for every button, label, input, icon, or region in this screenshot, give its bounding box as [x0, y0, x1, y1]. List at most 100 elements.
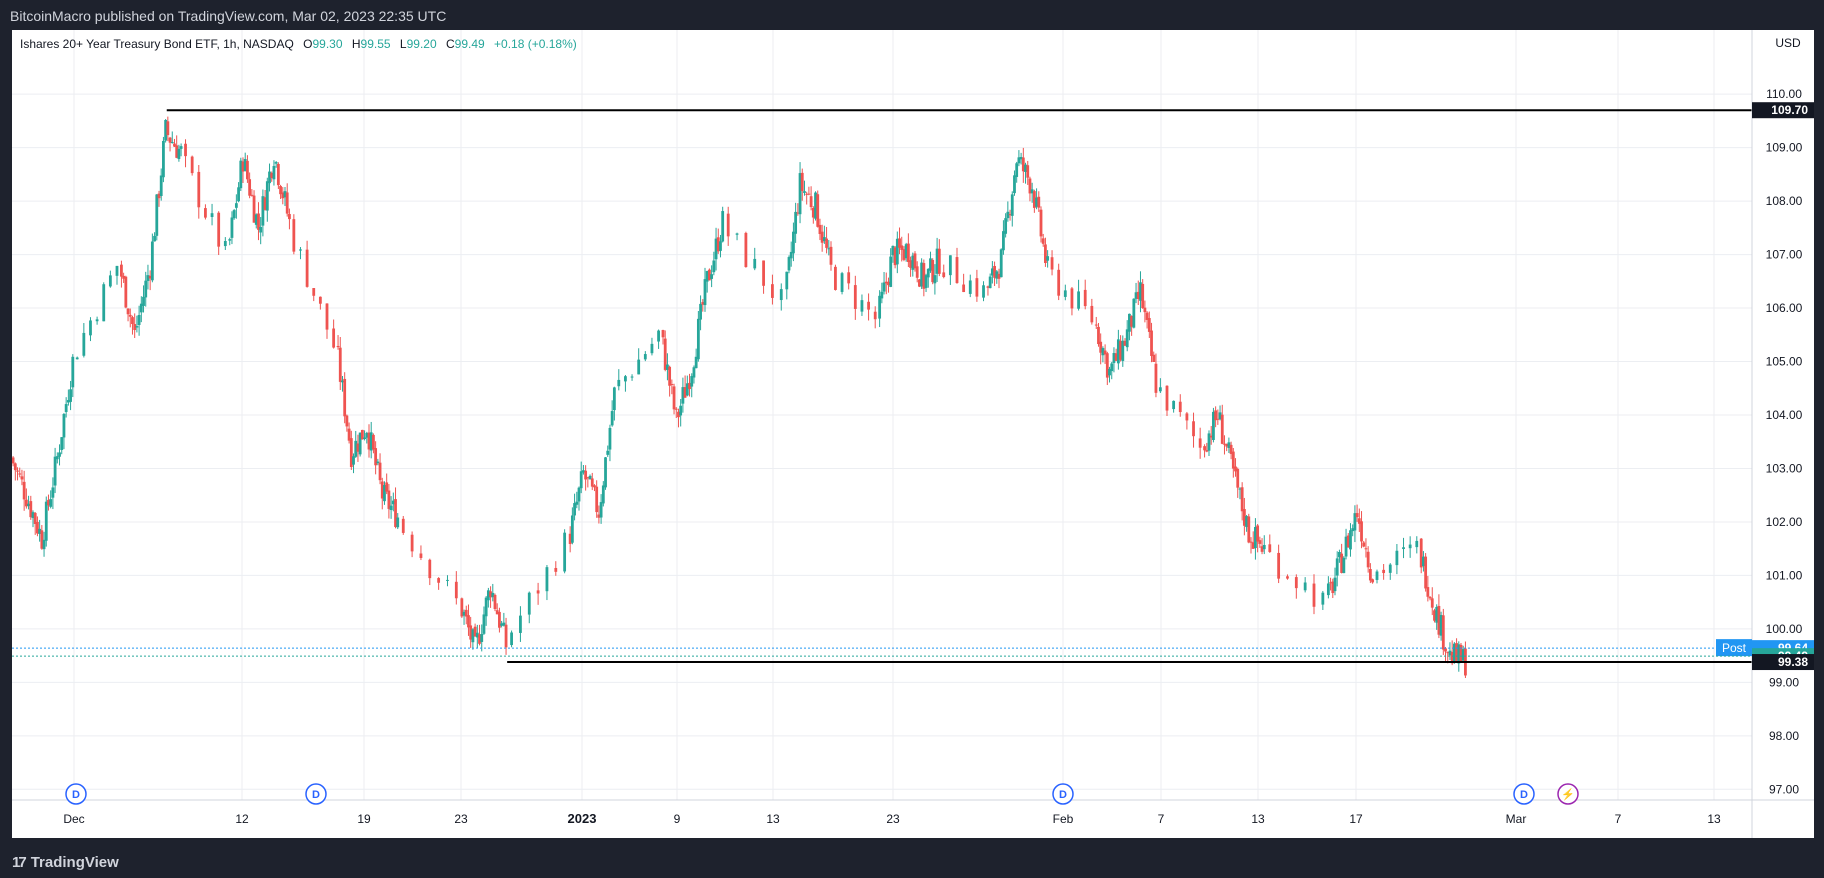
candle-body [915, 266, 919, 278]
tradingview-logo[interactable]: 17 TradingView [12, 854, 119, 871]
candle-down [1294, 574, 1298, 599]
candle-up [719, 234, 722, 258]
candle-body [1428, 597, 1432, 599]
candle-up [391, 492, 395, 512]
candle-body [137, 315, 141, 325]
candle-body [1205, 450, 1209, 452]
candle-down [918, 278, 921, 288]
event-markers[interactable]: D D D D ⚡ [65, 783, 1579, 805]
candle-down [1028, 176, 1032, 202]
candle-up [62, 412, 66, 450]
candle-up [1017, 150, 1021, 167]
candle-body [1101, 348, 1105, 356]
candle-up [827, 240, 831, 256]
candle-body [1015, 163, 1019, 177]
candle-body [299, 249, 302, 251]
candle-up [798, 162, 802, 224]
candle-body [1132, 298, 1136, 328]
candle-down [536, 582, 540, 605]
candle-body [805, 193, 809, 195]
candle-up [1019, 152, 1023, 165]
candle-body [779, 289, 783, 301]
candle-down [1008, 209, 1012, 221]
candle-body [173, 143, 176, 147]
candle-body [922, 263, 926, 289]
candle-body [22, 481, 26, 500]
time-tick-label: 2023 [568, 811, 597, 826]
price-chart[interactable]: USD 97.00 98.00 99.00 100.00 101.00 102.00 103… [11, 30, 1814, 838]
candle-body [789, 251, 793, 259]
candle-up [721, 206, 725, 243]
candle-body [491, 592, 495, 598]
candle-body [1028, 178, 1032, 194]
candle-up [1218, 405, 1222, 421]
chart-frame[interactable]: USD 97.00 98.00 99.00 100.00 101.00 102.00 103… [11, 30, 1814, 838]
candle-down [1154, 353, 1158, 398]
candle-body [42, 539, 46, 550]
candle-up [480, 624, 484, 652]
candle-down [1455, 638, 1458, 662]
candle-down [661, 329, 665, 345]
candle-down [419, 545, 423, 561]
dividend-marker[interactable]: D [1052, 783, 1074, 805]
candle-body [120, 264, 123, 277]
candle-up [1351, 524, 1355, 537]
dividend-marker[interactable]: D [65, 783, 87, 805]
candle-body [179, 146, 183, 149]
footer: 17 TradingView [0, 846, 1824, 878]
candle-body [250, 194, 254, 196]
candle-up [299, 247, 302, 260]
candle-body [889, 256, 893, 287]
tradingview-brand-name: TradingView [30, 854, 119, 871]
candle-up [274, 161, 278, 168]
candle-body [1032, 191, 1036, 208]
dividend-marker[interactable]: D [1513, 783, 1535, 805]
candle-body [1231, 451, 1235, 469]
candle-body [349, 438, 353, 468]
time-tick-label: Dec [63, 812, 84, 826]
candle-down [168, 136, 172, 152]
dividend-marker[interactable]: D [305, 783, 327, 805]
dividend-icon [305, 783, 327, 805]
candle-body [688, 382, 691, 390]
event-marker-lightning[interactable]: ⚡ [1557, 783, 1579, 805]
candle-body [1433, 610, 1436, 621]
candle-body [18, 473, 22, 475]
candle-body [1245, 516, 1248, 528]
candle-down [893, 245, 897, 269]
candle-down [595, 480, 599, 518]
candle-body [920, 262, 924, 287]
candle-up [690, 373, 694, 398]
candle-up [1006, 201, 1010, 222]
candle-body [1342, 557, 1346, 574]
marker-label: D [312, 789, 320, 801]
candle-body [325, 303, 329, 330]
candle-down [942, 264, 946, 279]
candle-body [873, 311, 877, 320]
candle-body [124, 276, 128, 308]
candle-down [1136, 280, 1140, 306]
candle-up [139, 296, 143, 323]
candle-body [1099, 341, 1103, 353]
candle-body [478, 634, 481, 644]
candle-up [155, 194, 159, 241]
candle-up [237, 182, 240, 203]
candle-body [1108, 368, 1111, 376]
candle-up [577, 486, 581, 511]
candle-down [279, 184, 282, 200]
candle-down [1203, 444, 1206, 458]
candle-down [241, 157, 245, 184]
marker-label: D [1520, 789, 1528, 801]
candle-down [677, 408, 680, 428]
price-tick-label: 97.00 [1769, 782, 1799, 796]
candle-up [491, 583, 495, 602]
candle-body [1017, 157, 1021, 164]
candle-body [265, 181, 269, 211]
candle-down [1178, 394, 1182, 417]
candle-body [1050, 257, 1054, 270]
candle-body [586, 477, 590, 479]
horizontal-levels[interactable] [166, 109, 1752, 664]
candle-body [419, 553, 423, 558]
candle-body [900, 245, 904, 250]
candle-down [688, 373, 691, 397]
